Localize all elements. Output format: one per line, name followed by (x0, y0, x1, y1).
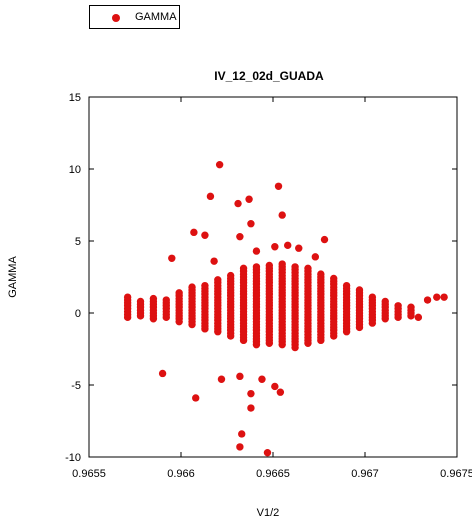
data-point (407, 303, 415, 311)
axis-ticks: 15 10 5 0 -5 -10 0.9655 0.966 0.9665 0.967 0.9675 (65, 92, 472, 480)
data-point (247, 389, 255, 398)
chart-title: IV_12_02d_GUADA (214, 69, 324, 83)
data-point (217, 375, 226, 383)
data-point (236, 443, 244, 451)
data-point (175, 289, 183, 297)
legend-label: GAMMA (135, 11, 177, 23)
data-point (311, 253, 320, 261)
y-tick-label: 10 (69, 164, 81, 176)
data-point (276, 388, 285, 396)
data-point (214, 276, 222, 284)
y-tick-label: 0 (75, 308, 81, 320)
data-point (258, 375, 266, 383)
data-point (284, 241, 292, 250)
data-point (210, 257, 218, 265)
data-point (274, 182, 283, 190)
data-point (381, 297, 389, 306)
data-point (423, 296, 432, 304)
data-point (295, 244, 303, 252)
data-point (236, 372, 244, 381)
data-point (162, 296, 170, 304)
data-point (136, 297, 145, 306)
data-point (236, 232, 244, 241)
data-point (123, 293, 132, 301)
y-tick-label: -5 (71, 380, 81, 392)
data-point (330, 274, 338, 283)
x-tick-label: 0.967 (351, 468, 379, 480)
data-point (149, 294, 158, 303)
data-point (245, 195, 253, 203)
data-points (123, 160, 448, 457)
y-tick-label: 5 (75, 236, 81, 248)
x-tick-label: 0.9655 (72, 468, 106, 480)
data-point (206, 192, 215, 201)
data-point (368, 293, 377, 301)
data-point (158, 369, 167, 378)
data-point (238, 430, 246, 438)
data-point (234, 199, 242, 208)
data-point (342, 281, 351, 290)
data-point (190, 228, 198, 237)
data-point (278, 211, 286, 219)
data-point (188, 283, 196, 291)
data-point (355, 286, 364, 294)
data-point (247, 220, 255, 228)
data-point (271, 382, 279, 391)
legend: GAMMA (89, 5, 180, 29)
y-axis-label: GAMMA (7, 256, 19, 298)
x-tick-label: 0.9675 (440, 468, 472, 480)
data-point (291, 263, 299, 271)
data-point (192, 394, 200, 402)
data-point (414, 313, 423, 322)
data-point (278, 260, 286, 268)
y-tick-label: 15 (69, 92, 81, 104)
data-point (265, 261, 274, 270)
data-point (215, 160, 224, 169)
x-tick-label: 0.9665 (256, 468, 290, 480)
data-point (271, 243, 279, 251)
data-point (168, 254, 176, 262)
x-axis-label: V1/2 (257, 507, 280, 519)
data-point (201, 231, 209, 239)
data-point (263, 448, 272, 457)
data-point (252, 247, 261, 255)
data-point (201, 281, 209, 290)
legend-marker-icon (112, 14, 120, 22)
data-point (252, 263, 261, 271)
data-point (247, 404, 255, 412)
data-point (440, 293, 448, 301)
data-point (433, 293, 441, 301)
y-tick-label: -10 (65, 452, 81, 464)
data-point (239, 264, 248, 273)
data-point (320, 235, 329, 244)
data-point (304, 264, 312, 273)
data-point (317, 270, 325, 278)
data-point (226, 271, 235, 280)
data-point (394, 302, 402, 310)
x-tick-label: 0.966 (167, 468, 195, 480)
